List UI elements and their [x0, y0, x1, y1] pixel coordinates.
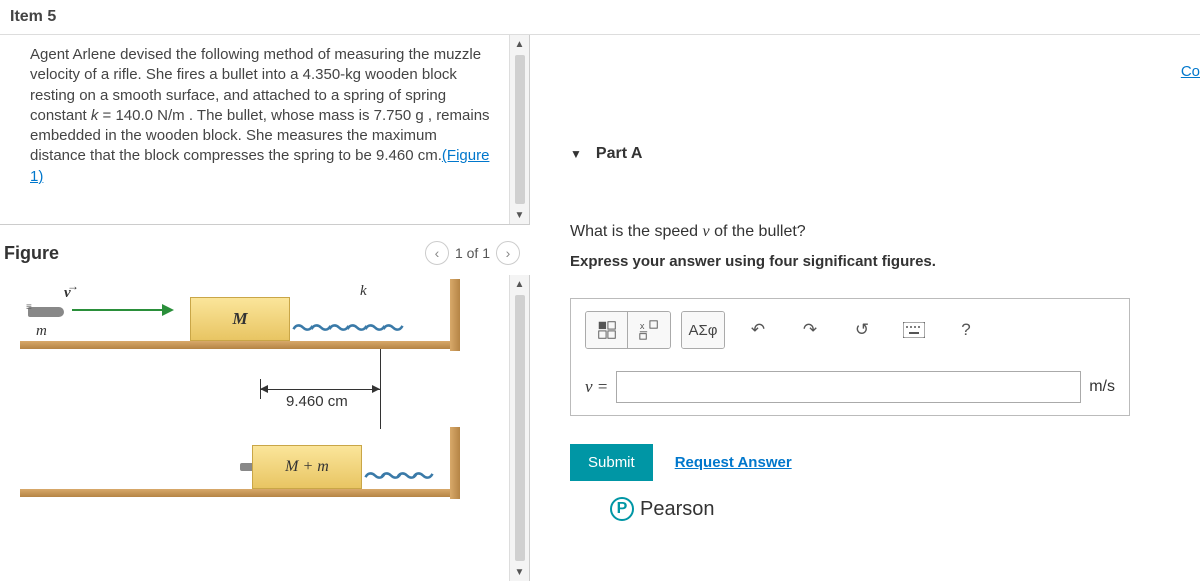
- template-group: x: [585, 311, 671, 349]
- collapse-caret-icon[interactable]: ▼: [570, 147, 582, 161]
- request-answer-link[interactable]: Request Answer: [675, 454, 792, 471]
- velocity-arrow-icon: [72, 309, 172, 311]
- question-text: What is the speed v of the bullet?: [570, 223, 1200, 241]
- templates-button[interactable]: [586, 312, 628, 348]
- corner-link[interactable]: Co: [1181, 63, 1200, 80]
- block-Mm: M + m: [252, 445, 362, 489]
- scroll-thumb[interactable]: [515, 55, 525, 204]
- figure-body-wrap: ≡ m →v M 〜〜〜〜〜〜 k 9.460 cm M: [0, 275, 530, 581]
- equation-toolbar: x ΑΣφ ↶ ↷ ↺ ?: [585, 311, 1115, 349]
- scroll-down-icon[interactable]: ▼: [511, 563, 529, 581]
- reset-button[interactable]: ↺: [843, 312, 881, 348]
- part-header[interactable]: ▼ Part A: [570, 145, 1200, 163]
- variable-label: v =: [585, 377, 608, 397]
- scroll-up-icon[interactable]: ▲: [511, 275, 529, 293]
- answer-input[interactable]: [616, 371, 1081, 403]
- figure-diagram: ≡ m →v M 〜〜〜〜〜〜 k 9.460 cm M: [20, 279, 460, 529]
- answer-box: x ΑΣφ ↶ ↷ ↺ ? v =: [570, 298, 1130, 416]
- redo-button[interactable]: ↷: [791, 312, 829, 348]
- dim-label: 9.460 cm: [286, 393, 348, 410]
- block-M: M: [190, 297, 290, 341]
- pearson-brand: P Pearson: [610, 497, 1200, 521]
- svg-text:x: x: [640, 321, 645, 331]
- scroll-thumb[interactable]: [515, 295, 525, 561]
- pager-label: 1 of 1: [455, 245, 490, 261]
- label-k: k: [360, 283, 367, 300]
- keyboard-button[interactable]: [895, 312, 933, 348]
- dim-line: [260, 389, 380, 390]
- spring-top-icon: 〜〜〜〜〜〜: [292, 311, 400, 343]
- submit-row: Submit Request Answer: [570, 444, 1200, 481]
- label-v: →v: [64, 285, 71, 302]
- wall-top: [450, 279, 460, 351]
- label-m: m: [36, 323, 47, 340]
- figure-header: Figure ‹ 1 of 1 ›: [0, 225, 530, 275]
- spring-bottom-icon: 〜〜〜〜: [364, 459, 428, 491]
- pager-next-button[interactable]: ›: [496, 241, 520, 265]
- problem-text: Agent Arlene devised the following metho…: [0, 35, 509, 224]
- figure-pager: ‹ 1 of 1 ›: [425, 241, 520, 265]
- wall-bottom: [450, 427, 460, 499]
- unit-label: m/s: [1089, 378, 1115, 396]
- undo-button[interactable]: ↶: [739, 312, 777, 348]
- problem-panel: Agent Arlene devised the following metho…: [0, 35, 530, 225]
- symbols-group: ΑΣφ: [681, 311, 725, 349]
- left-column: Agent Arlene devised the following metho…: [0, 35, 530, 581]
- problem-scrollbar[interactable]: ▲ ▼: [509, 35, 529, 224]
- figure-title: Figure: [4, 243, 59, 264]
- instruction-text: Express your answer using four significa…: [570, 253, 1200, 270]
- answer-row: v = m/s: [585, 371, 1115, 403]
- figure-body: ≡ m →v M 〜〜〜〜〜〜 k 9.460 cm M: [0, 275, 509, 581]
- main-layout: Agent Arlene devised the following metho…: [0, 35, 1200, 581]
- pager-prev-button[interactable]: ‹: [425, 241, 449, 265]
- scroll-down-icon[interactable]: ▼: [511, 206, 529, 224]
- part-label: Part A: [596, 145, 643, 163]
- pearson-logo-icon: P: [610, 497, 634, 521]
- submit-button[interactable]: Submit: [570, 444, 653, 481]
- pearson-label: Pearson: [640, 498, 715, 521]
- fraction-button[interactable]: x: [628, 312, 670, 348]
- question-block: What is the speed v of the bullet? Expre…: [570, 223, 1200, 521]
- scroll-up-icon[interactable]: ▲: [511, 35, 529, 53]
- greek-button[interactable]: ΑΣφ: [682, 312, 724, 348]
- bullet-icon: ≡: [28, 307, 64, 317]
- figure-scrollbar[interactable]: ▲ ▼: [509, 275, 529, 581]
- item-title: Item 5: [0, 0, 1200, 35]
- problem-body: Agent Arlene devised the following metho…: [30, 46, 490, 164]
- dim-tick-right: [380, 349, 381, 429]
- right-column: Co ▼ Part A What is the speed v of the b…: [530, 35, 1200, 581]
- help-button[interactable]: ?: [947, 312, 985, 348]
